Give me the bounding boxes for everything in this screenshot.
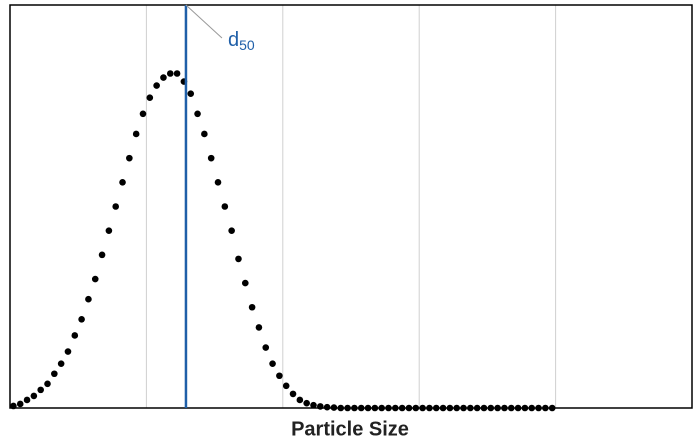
data-point [139, 110, 147, 118]
data-point [398, 404, 406, 412]
data-point [439, 404, 447, 412]
data-point [153, 82, 160, 89]
data-point [296, 396, 304, 404]
data-point [303, 399, 310, 407]
data-point [201, 130, 208, 138]
data-point [23, 396, 31, 404]
data-point [194, 110, 201, 118]
data-point [221, 203, 229, 210]
data-point [364, 404, 372, 412]
data-point [330, 404, 338, 411]
data-point [187, 90, 195, 97]
data-point [405, 404, 413, 412]
marker-label: d50 [228, 29, 255, 52]
data-point [91, 275, 99, 283]
data-point [357, 404, 365, 412]
data-point [282, 382, 290, 390]
data-point [85, 295, 92, 303]
data-point [344, 404, 351, 412]
plot-frame [9, 4, 693, 409]
x-axis-label: Particle Size [291, 418, 409, 440]
data-point [446, 404, 454, 412]
data-point [173, 70, 181, 77]
data-point [419, 404, 426, 412]
data-point [473, 404, 481, 412]
data-point [378, 404, 385, 412]
data-point [51, 370, 58, 378]
data-point [317, 403, 324, 410]
data-point [337, 404, 345, 412]
data-point [289, 390, 297, 398]
data-point [521, 404, 529, 412]
marker-label-main: d [228, 29, 239, 51]
data-point [467, 404, 474, 412]
data-point [132, 130, 140, 138]
data-point [78, 316, 85, 323]
data-point [392, 404, 399, 412]
data-point [160, 74, 167, 81]
data-point [276, 372, 283, 380]
data-point [241, 279, 249, 287]
data-point [57, 360, 65, 367]
data-point [460, 404, 467, 412]
data-point [235, 255, 242, 263]
data-point [119, 179, 126, 186]
data-point [385, 404, 392, 412]
data-point [507, 404, 515, 412]
data-point [126, 154, 133, 162]
marker-leader [185, 4, 223, 39]
data-point [10, 402, 17, 410]
data-point [453, 404, 461, 412]
data-point [412, 404, 420, 412]
data-point [269, 360, 276, 367]
data-point [262, 344, 270, 351]
data-point [542, 404, 549, 412]
data-point [37, 386, 44, 394]
data-point [514, 404, 522, 412]
data-point [44, 380, 51, 388]
data-point [480, 404, 488, 412]
data-point [501, 404, 508, 412]
data-point [432, 404, 440, 412]
data-point [166, 70, 174, 77]
data-point [371, 404, 379, 412]
marker-label-subscript: 50 [239, 37, 255, 53]
data-point [494, 404, 501, 412]
data-point [535, 404, 542, 412]
data-point [98, 251, 106, 259]
data-point [487, 404, 495, 412]
data-point [30, 392, 38, 400]
data-point [323, 403, 331, 411]
data-point [548, 404, 556, 412]
data-point [71, 332, 79, 339]
data-point [214, 179, 222, 186]
data-point [255, 324, 263, 331]
data-point [228, 227, 235, 234]
data-point [426, 404, 433, 412]
data-point [112, 203, 120, 210]
data-point [16, 400, 24, 408]
data-point [528, 404, 536, 412]
data-point [64, 348, 72, 355]
data-point [207, 154, 215, 162]
data-point [105, 227, 113, 234]
data-point [310, 401, 317, 409]
data-point [146, 94, 154, 101]
data-point [351, 404, 358, 412]
data-point [248, 303, 256, 311]
